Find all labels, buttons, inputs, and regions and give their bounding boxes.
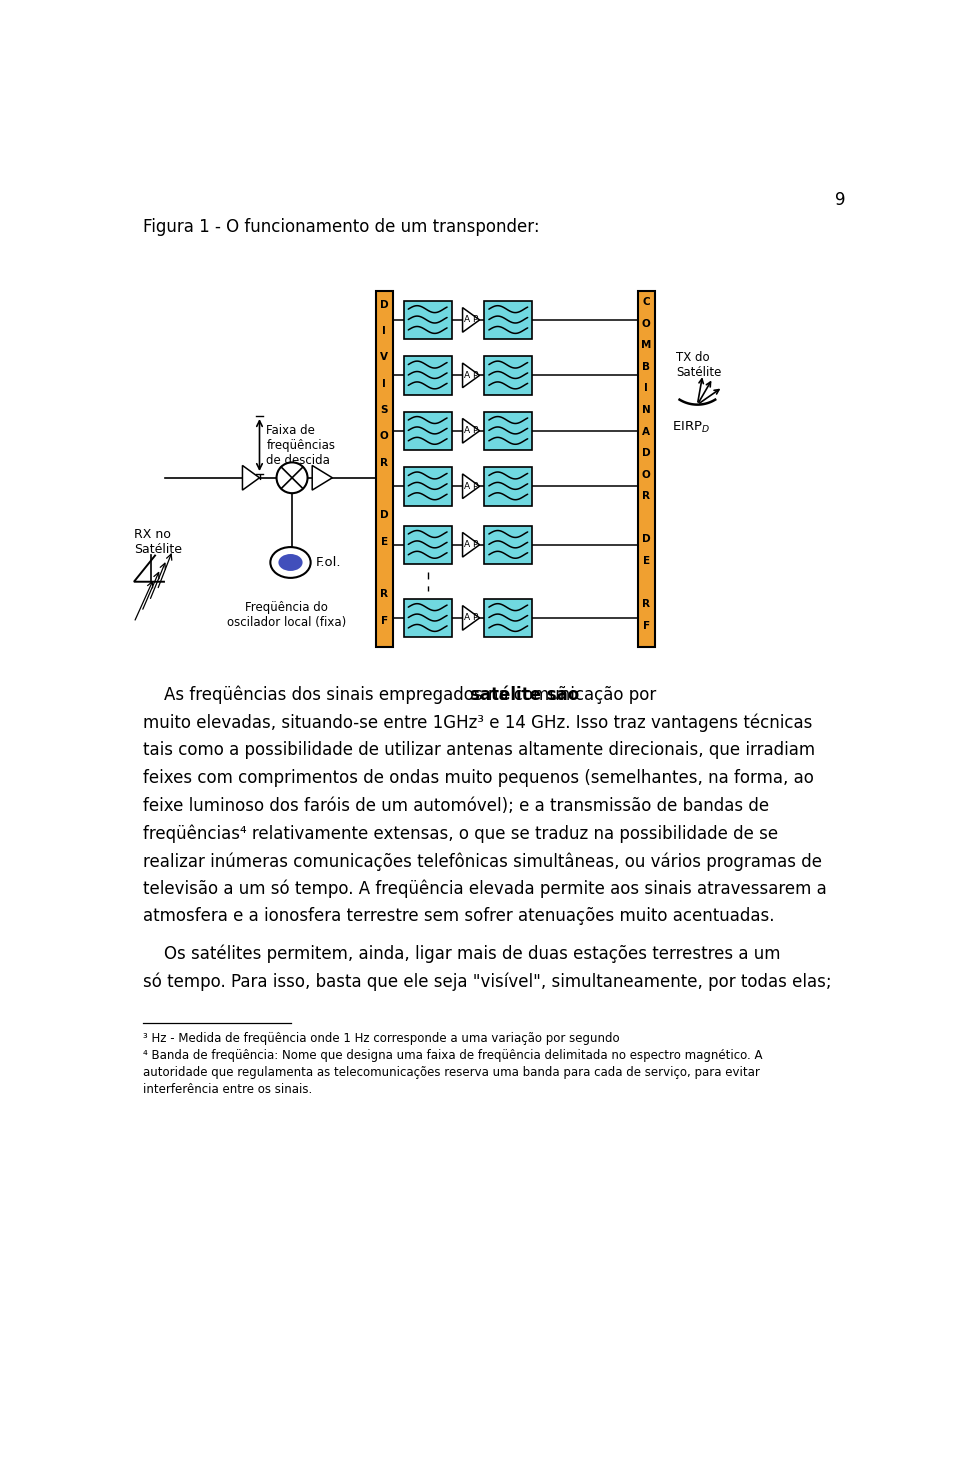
Text: ³ Hz - Medida de freqüência onde 1 Hz corresponde a uma variação por segundo: ³ Hz - Medida de freqüência onde 1 Hz co…: [143, 1032, 620, 1046]
Text: S: S: [380, 405, 388, 416]
Text: O: O: [380, 432, 389, 441]
Bar: [403, 467, 452, 506]
Text: D: D: [380, 300, 389, 309]
Text: R: R: [642, 599, 650, 609]
Text: O: O: [642, 319, 651, 328]
Bar: [484, 525, 532, 563]
Polygon shape: [463, 419, 480, 444]
Circle shape: [276, 463, 307, 493]
Bar: [484, 599, 532, 637]
Text: tais como a possibilidade de utilizar antenas altamente direcionais, que irradia: tais como a possibilidade de utilizar an…: [143, 741, 815, 759]
Ellipse shape: [278, 555, 302, 571]
Text: M: M: [641, 340, 652, 351]
Text: Freqüência do
oscilador local (fixa): Freqüência do oscilador local (fixa): [227, 600, 347, 629]
Text: A P: A P: [464, 540, 478, 549]
Text: feixe luminoso dos faróis de um automóvel); e a transmissão de bandas de: feixe luminoso dos faróis de um automóve…: [143, 797, 769, 815]
Text: atmosfera e a ionosfera terrestre sem sofrer atenuações muito acentuadas.: atmosfera e a ionosfera terrestre sem so…: [143, 908, 775, 926]
Text: A P: A P: [464, 315, 478, 324]
Bar: [403, 356, 452, 395]
Text: As freqüências dos sinais empregados na comunicação por: As freqüências dos sinais empregados na …: [143, 686, 661, 704]
Text: Os satélites permitem, ainda, ligar mais de duas estações terrestres a um: Os satélites permitem, ainda, ligar mais…: [143, 945, 780, 963]
Text: satélite são: satélite são: [469, 686, 579, 704]
Ellipse shape: [271, 547, 311, 578]
Polygon shape: [312, 466, 332, 490]
Polygon shape: [463, 473, 480, 498]
Text: feixes com comprimentos de ondas muito pequenos (semelhantes, na forma, ao: feixes com comprimentos de ondas muito p…: [143, 769, 814, 787]
Bar: [484, 356, 532, 395]
Text: I: I: [644, 383, 648, 393]
Bar: [375, 291, 393, 648]
Text: R: R: [380, 457, 388, 467]
Bar: [637, 291, 655, 648]
Text: televisão a um só tempo. A freqüência elevada permite aos sinais atravessarem a: televisão a um só tempo. A freqüência el…: [143, 880, 827, 898]
Bar: [403, 411, 452, 450]
Text: TX do
Satélite: TX do Satélite: [677, 351, 722, 379]
Text: N: N: [642, 405, 651, 416]
Text: O: O: [642, 470, 651, 479]
Text: D: D: [642, 534, 651, 544]
Bar: [484, 300, 532, 339]
Polygon shape: [463, 362, 480, 387]
Text: freqüências⁴ relativamente extensas, o que se traduz na possibilidade de se: freqüências⁴ relativamente extensas, o q…: [143, 824, 779, 843]
Text: I: I: [382, 325, 386, 336]
Polygon shape: [463, 532, 480, 558]
Text: A P: A P: [464, 426, 478, 435]
Text: V: V: [380, 352, 388, 362]
Text: A P: A P: [464, 371, 478, 380]
Text: A P: A P: [464, 482, 478, 491]
Text: R: R: [380, 590, 388, 599]
Text: A P: A P: [464, 614, 478, 623]
Text: F.ol.: F.ol.: [315, 556, 341, 569]
Text: A: A: [642, 426, 650, 436]
Text: E: E: [381, 537, 388, 547]
Text: I: I: [382, 379, 386, 389]
Text: realizar inúmeras comunicações telefônicas simultâneas, ou vários programas de: realizar inúmeras comunicações telefônic…: [143, 852, 823, 871]
Text: 9: 9: [835, 191, 846, 210]
Bar: [403, 599, 452, 637]
Text: C: C: [642, 297, 650, 308]
Bar: [484, 467, 532, 506]
Text: ⁴ Banda de freqüência: Nome que designa uma faixa de freqüência delimitada no es: ⁴ Banda de freqüência: Nome que designa …: [143, 1049, 763, 1062]
Text: D: D: [380, 510, 389, 521]
Bar: [484, 411, 532, 450]
Text: só tempo. Para isso, basta que ele seja "visível", simultaneamente, por todas el: só tempo. Para isso, basta que ele seja …: [143, 972, 832, 991]
Text: F: F: [642, 621, 650, 630]
Text: R: R: [642, 491, 650, 501]
Text: EIRP$_D$: EIRP$_D$: [672, 420, 710, 435]
Polygon shape: [243, 466, 259, 490]
Text: autoridade que regulamenta as telecomunicações reserva uma banda para cada de se: autoridade que regulamenta as telecomuni…: [143, 1066, 760, 1080]
Text: RX no
Satélite: RX no Satélite: [134, 528, 182, 556]
Text: Faixa de
freqüências
de descida: Faixa de freqüências de descida: [267, 423, 335, 466]
Text: E: E: [642, 556, 650, 566]
Polygon shape: [463, 308, 480, 333]
Text: muito elevadas, situando-se entre 1GHz³ e 14 GHz. Isso traz vantagens técnicas: muito elevadas, situando-se entre 1GHz³ …: [143, 713, 812, 732]
Text: B: B: [642, 362, 650, 371]
Polygon shape: [463, 605, 480, 630]
Bar: [403, 300, 452, 339]
Bar: [403, 525, 452, 563]
Text: D: D: [642, 448, 651, 458]
Text: Figura 1 - O funcionamento de um transponder:: Figura 1 - O funcionamento de um transpo…: [143, 217, 540, 235]
Text: F: F: [381, 615, 388, 626]
Text: interferência entre os sinais.: interferência entre os sinais.: [143, 1083, 313, 1096]
